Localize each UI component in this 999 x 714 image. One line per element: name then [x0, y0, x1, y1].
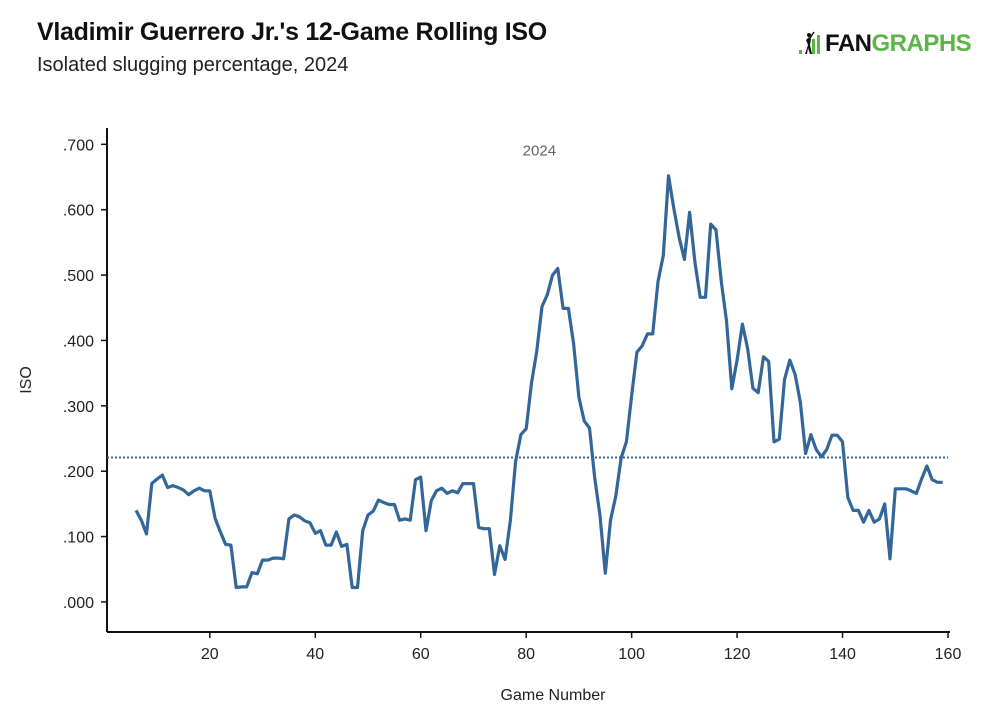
y-tick-label: .600 — [63, 203, 94, 220]
x-tick-label: 160 — [935, 646, 962, 663]
y-tick-label: .400 — [63, 333, 94, 350]
x-tick-label: 120 — [724, 646, 751, 663]
x-tick-label: 60 — [412, 646, 430, 663]
logo-text-fan: FAN — [825, 30, 872, 57]
x-tick-label: 140 — [829, 646, 856, 663]
chart-subtitle: Isolated slugging percentage, 2024 — [37, 54, 349, 76]
y-tick-label: .300 — [63, 399, 94, 416]
series-line-rolling-iso — [134, 174, 943, 590]
chart-title: Vladimir Guerrero Jr.'s 12-Game Rolling … — [37, 18, 547, 46]
y-tick-label: .500 — [63, 268, 94, 285]
x-tick-label: 40 — [306, 646, 324, 663]
fangraphs-logo: FAN GRAPHS — [798, 30, 972, 58]
x-tick-label: 100 — [618, 646, 645, 663]
batter-bars-icon — [799, 31, 820, 54]
x-tick-label: 80 — [517, 646, 535, 663]
y-axis-label: ISO — [18, 366, 35, 394]
season-annotation: 2024 — [523, 142, 556, 159]
y-tick-label: .200 — [63, 464, 94, 481]
logo-text-graphs: GRAPHS — [871, 30, 972, 57]
y-tick-label: .100 — [63, 530, 94, 547]
y-tick-label: .000 — [63, 595, 94, 612]
y-tick-label: .700 — [63, 137, 94, 154]
x-tick-label: 20 — [201, 646, 219, 663]
x-axis-label: Game Number — [501, 687, 607, 704]
